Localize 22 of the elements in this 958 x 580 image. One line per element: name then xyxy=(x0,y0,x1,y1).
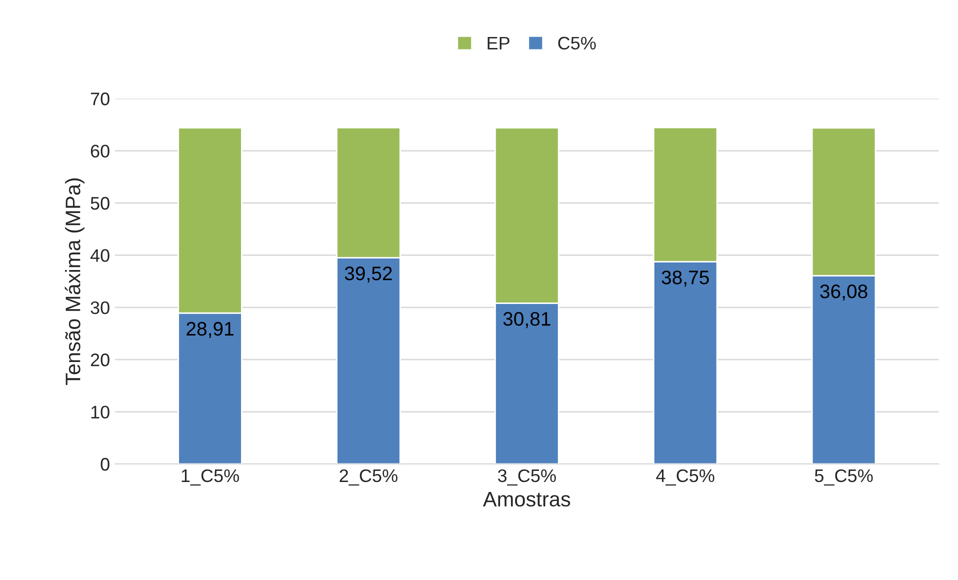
y-tick-label: 40 xyxy=(90,249,110,262)
y-axis-title: Tensão Máxima (MPa) xyxy=(64,178,84,386)
data-label: 38,75 xyxy=(662,270,709,287)
legend-label: C5% xyxy=(558,36,596,50)
y-tick-label: 0 xyxy=(100,458,110,471)
y-tick-label: 60 xyxy=(90,144,110,158)
data-label: 36,08 xyxy=(820,284,868,301)
x-tick-label: 3_C5% xyxy=(498,469,556,486)
data-label: 39,52 xyxy=(344,266,392,283)
y-tick-label: 50 xyxy=(90,196,110,210)
y-tick-label: 10 xyxy=(91,406,110,419)
legend-label: EP xyxy=(488,36,510,50)
data-label: 28,91 xyxy=(186,322,234,338)
x-tick-label: 1_C5% xyxy=(182,469,239,486)
x-tick-label: 4_C5% xyxy=(656,469,714,486)
y-tick-label: 20 xyxy=(90,354,110,366)
x-tick-label: 5_C5% xyxy=(814,469,873,486)
y-tick-label: 30 xyxy=(90,301,110,314)
x-axis-title: Amostras xyxy=(482,492,570,507)
x-tick-label: 2_C5% xyxy=(340,469,398,486)
y-tick-label: 70 xyxy=(90,92,110,106)
data-label: 30,81 xyxy=(503,312,550,328)
